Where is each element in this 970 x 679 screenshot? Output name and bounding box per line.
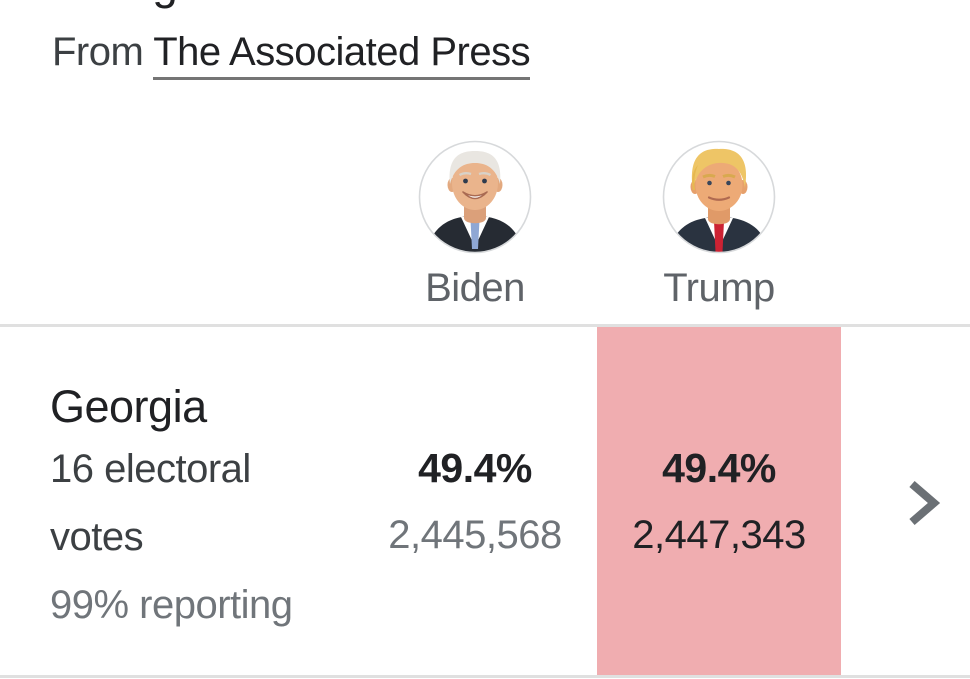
chevron-right-icon[interactable] (903, 477, 943, 529)
candidate-name-biden: Biden (425, 266, 525, 310)
biden-avatar-icon (418, 140, 532, 254)
trump-vote-count: 2,447,343 (632, 513, 806, 557)
trump-percent: 49.4% (662, 445, 776, 491)
electoral-votes-label: 16 electoral votes (50, 435, 251, 571)
attribution-source-link[interactable]: The Associated Press (153, 30, 531, 80)
biden-percent: 49.4% (418, 445, 532, 491)
page-title: Georgia (50, 0, 214, 6)
candidate-header-biden: Biden (353, 140, 597, 311)
biden-vote-count: 2,445,568 (388, 513, 562, 557)
reporting-status: 99% reporting (50, 583, 293, 627)
attribution-line: From The Associated Press (52, 30, 531, 80)
candidate-header-trump: Trump (597, 140, 841, 311)
leading-candidate-highlight (597, 327, 841, 675)
candidate-name-trump: Trump (663, 266, 775, 310)
bottom-divider (0, 675, 970, 678)
trump-avatar-icon (662, 140, 776, 254)
state-name: Georgia (50, 381, 207, 432)
attribution-prefix: From (52, 30, 154, 74)
electoral-votes-line2: votes (50, 515, 144, 559)
state-result-row-georgia[interactable]: Georgia 16 electoral votes 99% reporting … (0, 327, 970, 675)
electoral-votes-line1: 16 electoral (50, 447, 251, 491)
top-divider (0, 324, 970, 327)
